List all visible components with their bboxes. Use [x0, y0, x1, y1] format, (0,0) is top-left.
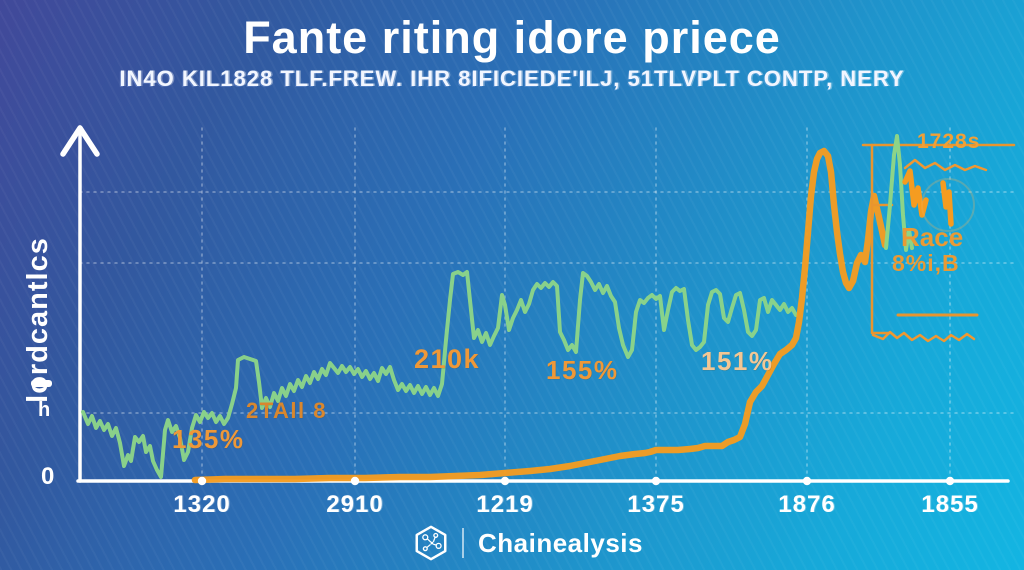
inset-race-label: Race	[901, 222, 964, 252]
inset-line	[940, 180, 954, 227]
x-tick-dot	[350, 476, 360, 486]
inset-line	[871, 330, 976, 343]
x-tick-label: 1320	[173, 491, 231, 518]
inset-line	[884, 134, 914, 252]
y-axis-label: lordcantlcs	[22, 237, 54, 403]
green-jagged-index	[81, 270, 798, 479]
chart-annotation: 210k	[414, 344, 481, 374]
hexagon-network-icon	[415, 525, 447, 561]
inset-bottom-label: 8%i,B	[892, 250, 960, 276]
x-tick-dot	[802, 476, 812, 486]
footer-divider	[462, 528, 464, 558]
chart-annotation: 135%	[172, 424, 245, 454]
chart-annotation: 2TAll 8	[246, 398, 328, 423]
orange-price	[191, 147, 889, 484]
x-tick-dot	[945, 476, 955, 486]
x-tick-label: 2910	[326, 491, 384, 518]
inset-line	[870, 143, 892, 335]
y-axis-tick-h: h	[38, 399, 51, 421]
y-axis-origin-label: 0	[41, 463, 55, 490]
chart-subtitle: IN4O KIL1828 TLF.FREW. IHR 8IFICIEDE'ILJ…	[119, 66, 905, 91]
chart-annotation: 151%	[701, 346, 774, 376]
brand-footer: Chainealysis	[412, 524, 643, 562]
x-tick-dot	[197, 476, 207, 486]
inset-line	[902, 168, 929, 218]
chart-annotation: 155%	[546, 355, 619, 385]
chart-title: Fante riting idore priece	[243, 12, 781, 63]
inset-ghost-circle	[921, 178, 975, 232]
x-tick-dot	[651, 476, 661, 486]
brand-name: Chainealysis	[478, 527, 643, 558]
inset-line	[903, 158, 988, 172]
x-tick-dot	[500, 476, 510, 486]
x-tick-label: 1375	[627, 491, 685, 518]
y-axis-dash-tick	[31, 380, 52, 387]
x-tick-label: 1876	[778, 491, 836, 518]
inset-top-label: 1728s	[917, 130, 981, 153]
x-tick-label: 1855	[921, 491, 979, 518]
x-tick-label: 1219	[476, 491, 534, 518]
